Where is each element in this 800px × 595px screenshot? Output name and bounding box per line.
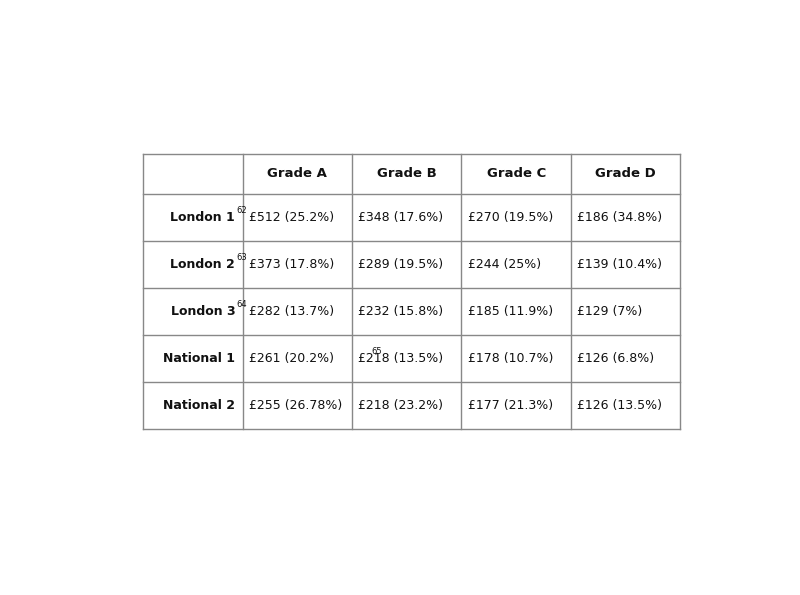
Text: £289 (19.5%): £289 (19.5%) <box>358 258 443 271</box>
Text: £261 (20.2%): £261 (20.2%) <box>249 352 334 365</box>
Text: Grade D: Grade D <box>595 167 656 180</box>
Text: £186 (34.8%): £186 (34.8%) <box>577 211 662 224</box>
Text: £185 (11.9%): £185 (11.9%) <box>468 305 553 318</box>
Text: 65: 65 <box>371 347 382 356</box>
Text: £270 (19.5%): £270 (19.5%) <box>468 211 553 224</box>
Text: £126 (6.8%): £126 (6.8%) <box>577 352 654 365</box>
Text: National 2: National 2 <box>163 399 235 412</box>
Text: London 1: London 1 <box>170 211 235 224</box>
Text: £348 (17.6%): £348 (17.6%) <box>358 211 443 224</box>
Text: National 1: National 1 <box>163 352 235 365</box>
Text: London 2: London 2 <box>170 258 235 271</box>
Text: Grade A: Grade A <box>267 167 327 180</box>
Text: 64: 64 <box>237 300 247 309</box>
Text: 62: 62 <box>237 206 247 215</box>
Text: £178 (10.7%): £178 (10.7%) <box>468 352 553 365</box>
Text: £129 (7%): £129 (7%) <box>577 305 642 318</box>
Text: £255 (26.78%): £255 (26.78%) <box>249 399 342 412</box>
Text: £218 (13.5%): £218 (13.5%) <box>358 352 443 365</box>
Text: £126 (13.5%): £126 (13.5%) <box>577 399 662 412</box>
Text: 63: 63 <box>237 253 247 262</box>
Text: £373 (17.8%): £373 (17.8%) <box>249 258 334 271</box>
Text: Grade C: Grade C <box>486 167 546 180</box>
Text: £232 (15.8%): £232 (15.8%) <box>358 305 443 318</box>
Text: £218 (23.2%): £218 (23.2%) <box>358 399 443 412</box>
Text: £512 (25.2%): £512 (25.2%) <box>249 211 334 224</box>
Text: £244 (25%): £244 (25%) <box>468 258 541 271</box>
Text: £177 (21.3%): £177 (21.3%) <box>468 399 553 412</box>
Text: £139 (10.4%): £139 (10.4%) <box>577 258 662 271</box>
Text: £282 (13.7%): £282 (13.7%) <box>249 305 334 318</box>
Text: London 3: London 3 <box>170 305 235 318</box>
Text: Grade B: Grade B <box>377 167 437 180</box>
